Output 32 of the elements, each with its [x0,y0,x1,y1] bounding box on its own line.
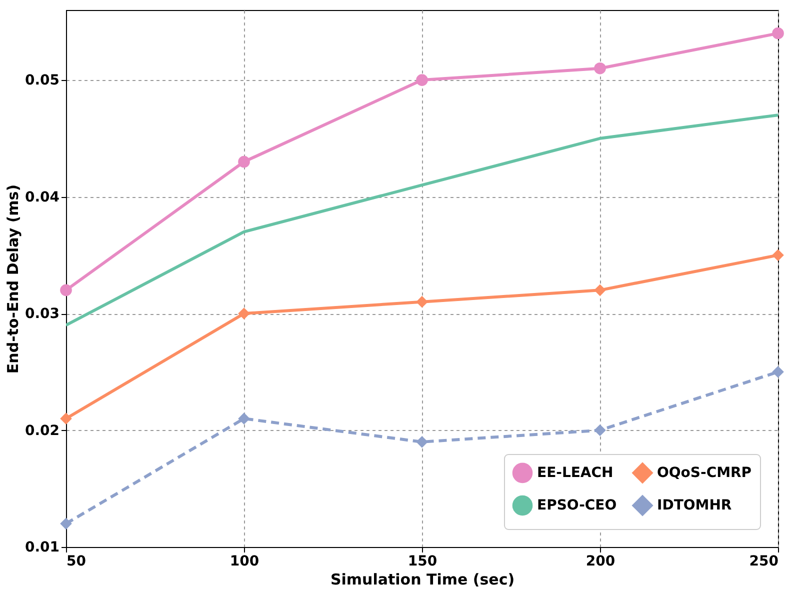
point [416,436,428,448]
legend-label: EE-LEACH [537,464,614,481]
y-tick-label: 0.04 [24,189,60,206]
point [60,518,72,530]
point [772,366,784,378]
point [238,156,250,168]
point [238,412,250,425]
y-tick-label: 0.02 [24,422,60,439]
point [60,284,72,296]
point [772,249,784,262]
line-series [66,114,778,327]
x-tick-label: 250 [749,554,779,570]
x-axis-title: Simulation Time (sec) [330,570,515,588]
y-axis-title: End-to-End Delay (ms) [4,184,22,374]
point [238,308,250,320]
point [416,296,428,308]
x-tick-label: 100 [230,554,260,570]
x-tick-label: 200 [586,554,616,570]
legend-label: OQoS-CMRP [657,464,752,481]
point [60,412,72,425]
y-tick-label: 0.05 [24,72,60,89]
point [594,62,606,74]
x-tick-label: 150 [408,554,438,570]
point [416,74,428,86]
y-tick-label: 0.03 [24,306,60,322]
point [594,284,606,296]
point [772,27,784,40]
legend-label: EPSO-CEO [537,498,617,514]
point [594,424,606,436]
x-tick-label: 50 [66,554,86,570]
legend-label: IDTOMHR [657,498,732,514]
y-tick-label: 0.01 [24,540,60,556]
